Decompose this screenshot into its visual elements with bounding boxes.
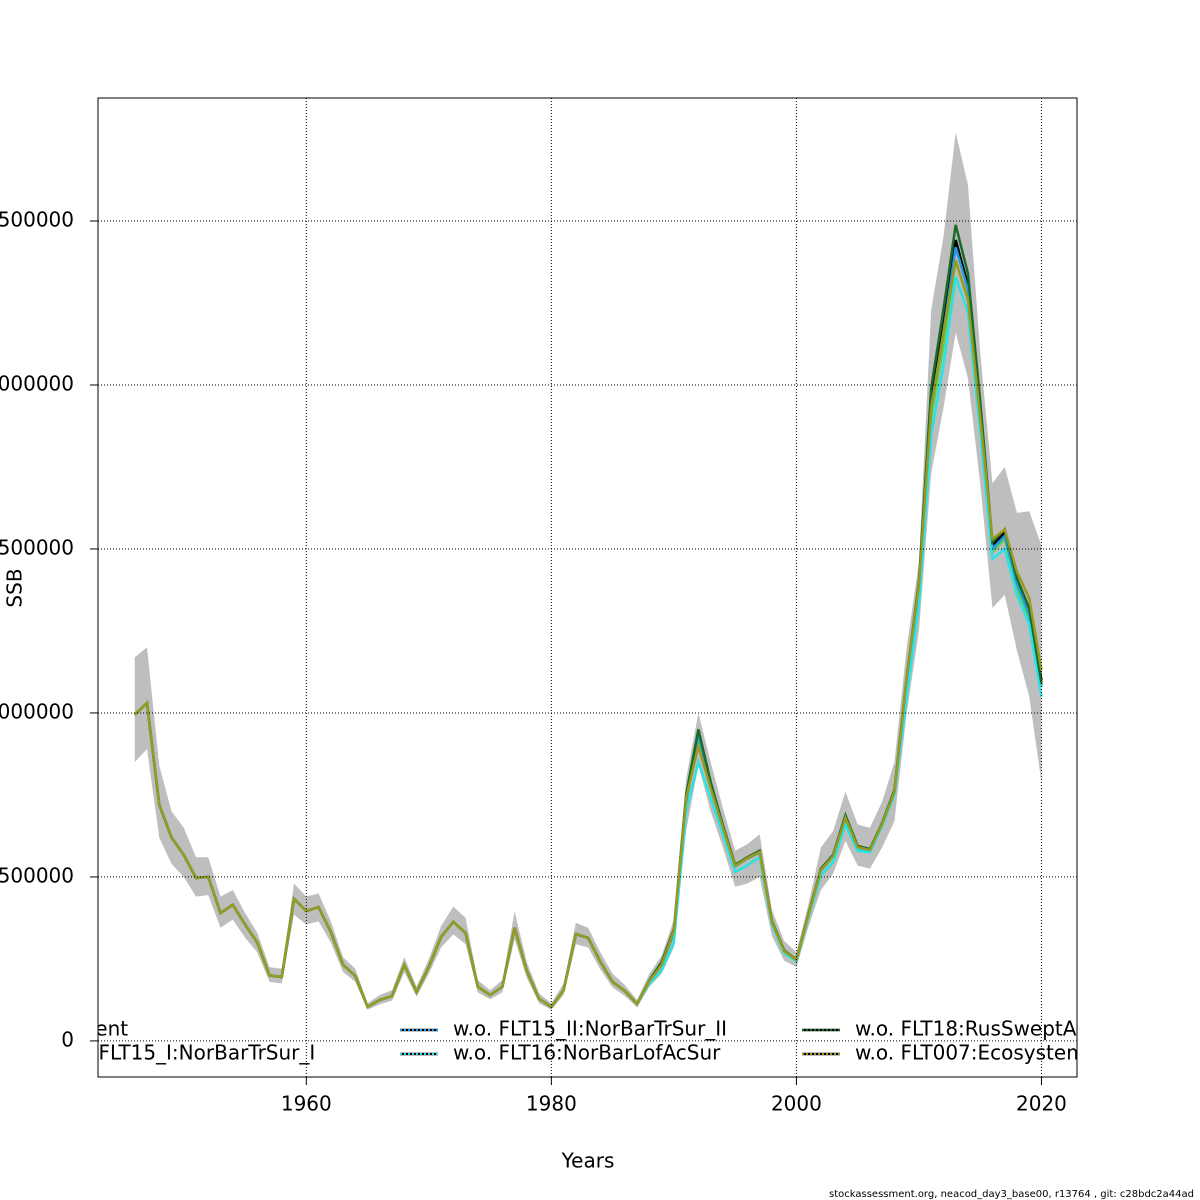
series-line — [133, 246, 1043, 1009]
legend-label: w.o. FLT16:NorBarLofAcSur — [453, 1041, 721, 1065]
x-tick-label: 1960 — [281, 1092, 332, 1116]
series-line — [133, 239, 1043, 1009]
series-line — [133, 224, 1043, 1009]
x-tick-label: 1980 — [526, 1092, 577, 1116]
y-tick-label: 2500000 — [0, 207, 74, 231]
series-line — [133, 259, 1043, 1009]
legend-label: w.o. FLT15_I:NorBarTrSur_I — [53, 1041, 315, 1065]
y-tick-label: 1500000 — [0, 535, 74, 559]
x-axis-label: Years — [561, 1149, 615, 1173]
y-tick-label: 2000000 — [0, 371, 74, 395]
series-line — [133, 259, 1043, 1009]
y-axis-label: SSB — [3, 568, 27, 607]
x-tick-label: 2000 — [771, 1092, 822, 1116]
legend-label: Current — [53, 1017, 128, 1041]
x-tick-label: 2020 — [1016, 1092, 1067, 1116]
plot-frame — [97, 97, 1078, 1078]
confidence-band — [134, 132, 1042, 1010]
y-tick-label: 0 — [61, 1027, 74, 1051]
y-tick-label: 1000000 — [0, 699, 74, 723]
footer: stockassessment.org, neacod_day3_base00,… — [829, 1189, 1194, 1200]
y-tick-label: 500000 — [0, 863, 74, 887]
legend-label: w.o. FLT15_II:NorBarTrSur_II — [453, 1017, 727, 1041]
legend-label: w.o. FLT18:RusSweptArea — [855, 1017, 1109, 1041]
legend-label: w.o. FLT007:Ecosystem — [855, 1041, 1086, 1065]
series-line — [133, 276, 1043, 1009]
